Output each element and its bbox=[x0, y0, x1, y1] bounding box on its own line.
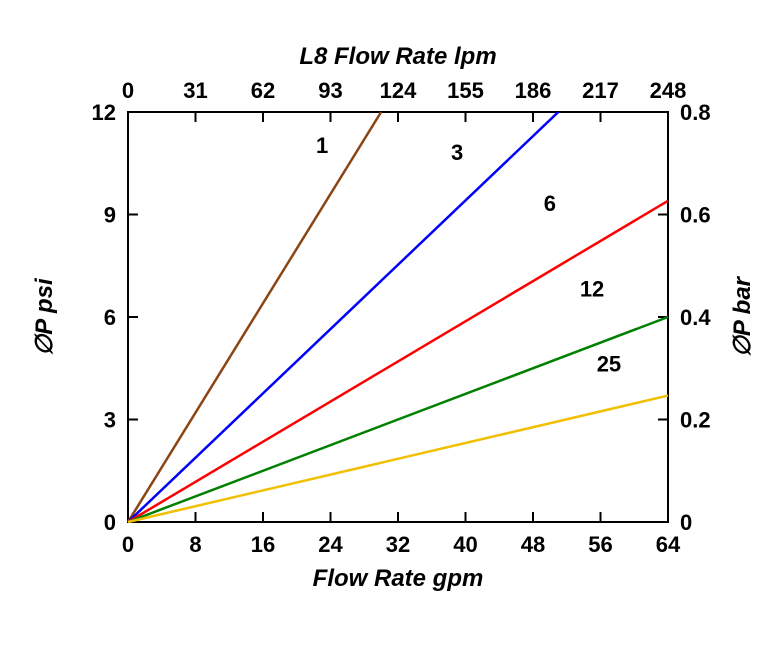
x-top-tick-label: 124 bbox=[380, 78, 417, 103]
series-label: 1 bbox=[316, 133, 328, 158]
series-label: 3 bbox=[451, 140, 463, 165]
x-bottom-tick-label: 0 bbox=[122, 532, 134, 557]
y-axis-label-right: ∅P bar bbox=[729, 275, 756, 357]
y-left-tick-label: 12 bbox=[92, 100, 116, 125]
x-bottom-tick-label: 48 bbox=[521, 532, 545, 557]
y-right-tick-label: 0 bbox=[680, 510, 692, 535]
x-top-tick-label: 0 bbox=[122, 78, 134, 103]
x-bottom-tick-label: 16 bbox=[251, 532, 275, 557]
x-top-tick-label: 31 bbox=[183, 78, 207, 103]
chart-title-top: L8 Flow Rate lpm bbox=[299, 43, 496, 70]
x-top-tick-label: 62 bbox=[251, 78, 275, 103]
x-top-tick-label: 155 bbox=[447, 78, 484, 103]
y-right-tick-label: 0.6 bbox=[680, 203, 711, 228]
y-right-tick-label: 0.4 bbox=[680, 305, 711, 330]
x-top-tick-label: 217 bbox=[582, 78, 619, 103]
y-left-tick-label: 9 bbox=[104, 203, 116, 228]
series-label: 12 bbox=[580, 277, 604, 302]
y-axis-label-left: ∅P psi bbox=[31, 277, 58, 356]
y-left-tick-label: 6 bbox=[104, 305, 116, 330]
x-bottom-tick-label: 8 bbox=[189, 532, 201, 557]
series-label: 6 bbox=[544, 191, 556, 216]
series-label: 25 bbox=[597, 352, 621, 377]
x-bottom-tick-label: 40 bbox=[453, 532, 477, 557]
x-top-tick-label: 186 bbox=[515, 78, 552, 103]
y-left-tick-label: 3 bbox=[104, 408, 116, 433]
pressure-drop-chart: 0816243240485664031629312415518621724803… bbox=[0, 0, 778, 646]
y-right-tick-label: 0.8 bbox=[680, 100, 711, 125]
y-right-tick-label: 0.2 bbox=[680, 408, 711, 433]
x-bottom-tick-label: 64 bbox=[656, 532, 681, 557]
x-axis-label-bottom: Flow Rate gpm bbox=[313, 565, 484, 592]
x-bottom-tick-label: 32 bbox=[386, 532, 410, 557]
x-bottom-tick-label: 56 bbox=[588, 532, 612, 557]
x-bottom-tick-label: 24 bbox=[318, 532, 343, 557]
y-left-tick-label: 0 bbox=[104, 510, 116, 535]
x-top-tick-label: 93 bbox=[318, 78, 342, 103]
